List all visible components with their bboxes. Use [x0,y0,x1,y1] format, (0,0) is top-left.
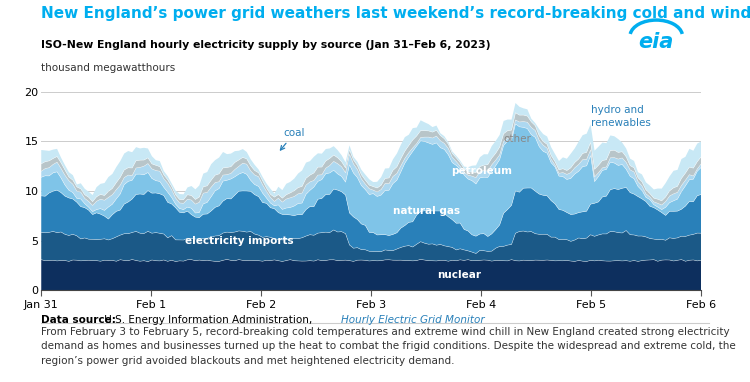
Text: ISO-New England hourly electricity supply by source (Jan 31–Feb 6, 2023): ISO-New England hourly electricity suppl… [41,40,490,50]
Text: nuclear: nuclear [437,270,482,280]
Text: From February 3 to February 5, record-breaking cold temperatures and extreme win: From February 3 to February 5, record-br… [41,327,736,366]
Text: other: other [503,134,531,144]
Text: electricity imports: electricity imports [185,236,293,246]
Text: thousand megawatthours: thousand megawatthours [41,63,176,73]
Text: coal: coal [280,128,305,150]
Text: natural gas: natural gas [393,206,460,216]
Text: eia: eia [638,32,674,52]
Text: U.S. Energy Information Administration,: U.S. Energy Information Administration, [101,315,316,325]
Text: New England’s power grid weathers last weekend’s record-breaking cold and wind: New England’s power grid weathers last w… [41,6,750,21]
Text: Hourly Electric Grid Monitor: Hourly Electric Grid Monitor [341,315,484,325]
Text: Data source:: Data source: [41,315,116,325]
Text: petroleum: petroleum [451,166,512,176]
Text: hydro and
renewables: hydro and renewables [591,105,651,128]
